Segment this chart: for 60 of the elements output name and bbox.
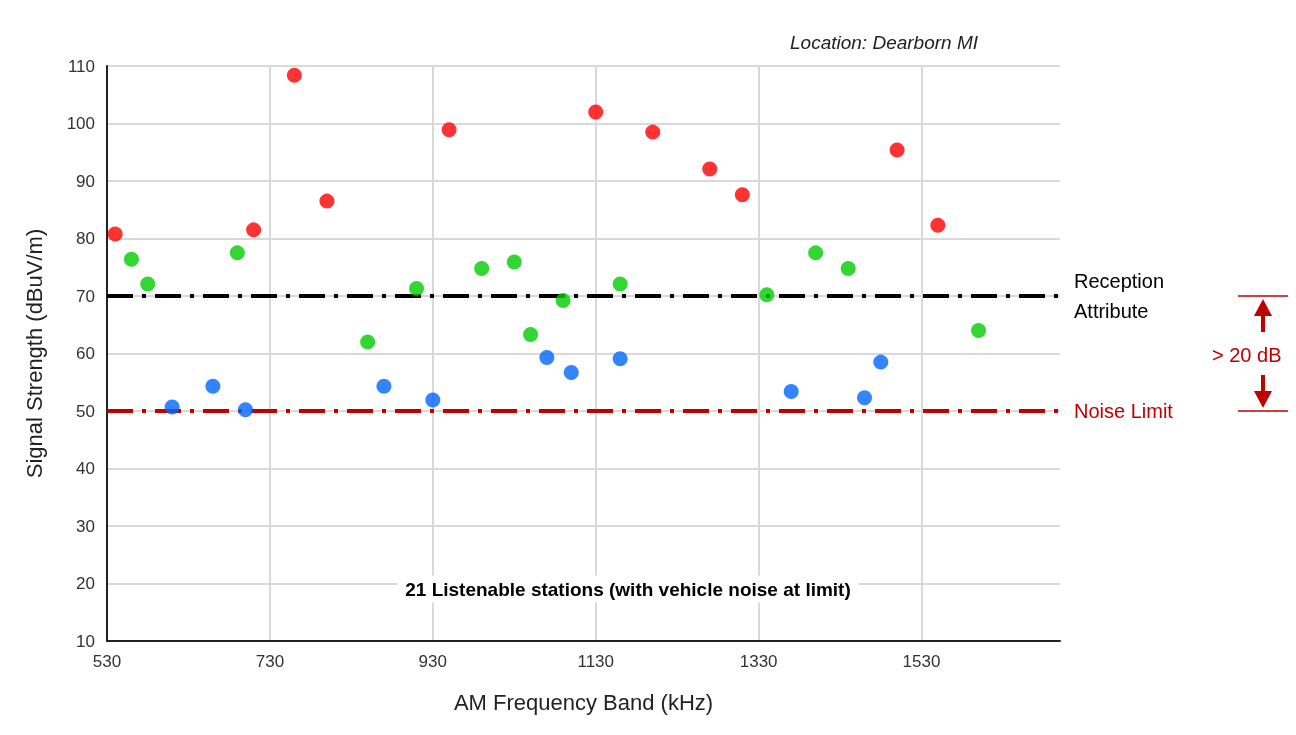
point [123,251,139,267]
y-tick-label: 110 [67,56,95,76]
y-tick-label: 10 [76,631,95,651]
point [971,323,987,338]
point [539,350,555,366]
x-tick-label: 1130 [577,652,614,671]
y-axis-title: Signal Strength (dBuV/m) [21,228,47,479]
y-tick-label: 40 [76,459,95,478]
point [229,245,245,261]
y-tick-label: 50 [76,401,95,421]
point [107,226,123,242]
x-tick-label: 930 [418,652,447,671]
point [319,193,335,209]
point [808,245,824,261]
point [205,378,221,394]
point [523,327,539,343]
y-tick-label: 20 [76,574,95,593]
annotation: 21 Listenable stations (with vehicle noise at limit) [405,578,851,600]
point [873,354,889,370]
point [930,217,946,233]
point [409,281,425,297]
point [612,351,628,367]
point [506,254,522,270]
point [286,67,302,83]
point [555,293,571,309]
ref-line-label: Noise Limit [1074,400,1174,422]
y-tick-label: 100 [66,114,95,133]
point [588,104,604,120]
y-tick-label: 30 [76,516,95,536]
x-tick-label: 1530 [902,652,941,671]
point [360,334,376,350]
point [376,378,392,394]
point [425,392,441,408]
ref-line-label: Reception Attribute [1074,270,1170,322]
point [759,287,775,303]
point [237,402,253,418]
y-tick-label: 60 [76,344,95,363]
x-tick-label: 530 [92,652,122,671]
point [246,222,262,238]
x-axis-title: AM Frequency Band (kHz) [453,689,714,715]
y-tick-label: 70 [76,286,95,306]
point [702,161,718,177]
point [734,187,750,203]
point [645,124,661,140]
point [889,142,905,158]
point [474,260,490,276]
text: Location: Dearborn MI [790,32,979,53]
y-tick-label: 90 [76,171,95,191]
point [164,399,180,415]
text: > 20 dB [1212,344,1282,366]
point [140,276,156,292]
point [857,390,873,406]
x-tick-label: 1330 [739,652,778,671]
point [840,260,856,276]
point [612,276,628,292]
point [783,383,799,399]
x-tick-label: 730 [255,652,285,671]
y-tick-label: 80 [76,229,95,248]
point [563,364,579,380]
point [441,122,457,138]
